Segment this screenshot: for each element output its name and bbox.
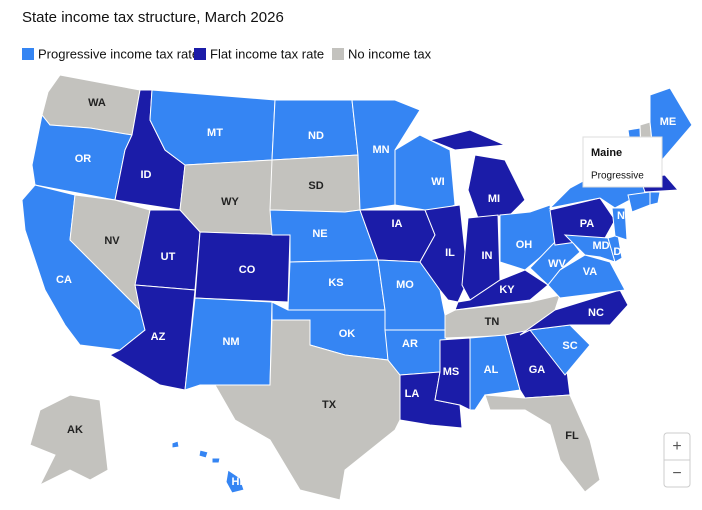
state (384, 329, 449, 376)
state-label: AL (484, 364, 499, 376)
tooltip-value: Progressive (591, 171, 644, 182)
state-label: NJ (617, 210, 631, 222)
state-label: GA (529, 364, 546, 376)
state-label: VA (583, 266, 598, 278)
state-label: MD (592, 240, 609, 252)
legend: Progressive income tax rate Flat income t… (22, 46, 432, 61)
legend-label: Flat income tax rate (210, 46, 324, 61)
state-label: PA (580, 218, 595, 230)
state (627, 191, 651, 213)
state-label: LA (405, 388, 420, 400)
state-label: NV (104, 235, 120, 247)
state-label: KS (328, 277, 343, 289)
state (484, 394, 601, 493)
state-label: HI (232, 476, 243, 488)
state-label: WI (431, 176, 444, 188)
state-label: NM (222, 336, 239, 348)
state-label: WV (548, 258, 566, 270)
state (649, 191, 661, 206)
state-label: ME (660, 116, 677, 128)
state-label: UT (161, 251, 176, 263)
state-label: IN (482, 250, 493, 262)
legend-swatch (22, 48, 34, 60)
legend-swatch (332, 48, 344, 60)
state-label: OR (75, 153, 92, 165)
state-label: ND (308, 130, 324, 142)
zoom-out[interactable]: − (672, 465, 681, 482)
state-label: DE (613, 246, 628, 258)
state-label: IA (392, 218, 403, 230)
state-label: NC (588, 307, 604, 319)
state-label: IL (445, 247, 455, 259)
legend-label: Progressive income tax rate (38, 46, 199, 61)
states (21, 74, 693, 501)
state-label: OH (516, 239, 533, 251)
state-label: TX (322, 399, 337, 411)
state-label: CO (239, 264, 256, 276)
state-label: AZ (151, 331, 166, 343)
state-label: AK (67, 424, 83, 436)
state-label: FL (565, 430, 579, 442)
state-label: MT (207, 127, 223, 139)
state (419, 204, 469, 303)
legend-swatch (194, 48, 206, 60)
state-label: AR (402, 338, 418, 350)
state-label: WY (221, 196, 239, 208)
state (214, 319, 401, 501)
legend-label: No income tax (348, 46, 432, 61)
state-label: NE (312, 228, 327, 240)
tooltip-box (582, 136, 663, 188)
state (547, 254, 626, 299)
zoom-controls: + − (663, 432, 691, 488)
state (171, 440, 245, 494)
state (519, 289, 629, 336)
state (108, 284, 196, 391)
zoom-in[interactable]: + (672, 438, 681, 455)
state-label: SC (562, 340, 577, 352)
state (444, 294, 561, 339)
state-label: MN (372, 144, 389, 156)
state-label: ID (141, 169, 152, 181)
state-label: KY (499, 284, 515, 296)
state-label: MS (443, 366, 460, 378)
title: State income tax structure, March 2026 (22, 9, 284, 26)
state (394, 134, 456, 216)
state-labels: WA OR CA ID NV MT WY UT AZ CO NM ND SD NE KS OK TX MN IA MO… (56, 97, 676, 488)
state (611, 207, 628, 241)
state-label: CA (56, 274, 72, 286)
state-label: TN (485, 316, 500, 328)
state-label: OK (339, 328, 356, 340)
state-label: MI (488, 193, 500, 205)
state-label: SD (308, 180, 323, 192)
tooltip-title: Maine (591, 147, 622, 159)
state (29, 394, 109, 487)
tooltip: Maine Progressive (582, 136, 663, 188)
state-label: MO (396, 279, 414, 291)
state-label: WA (88, 97, 106, 109)
